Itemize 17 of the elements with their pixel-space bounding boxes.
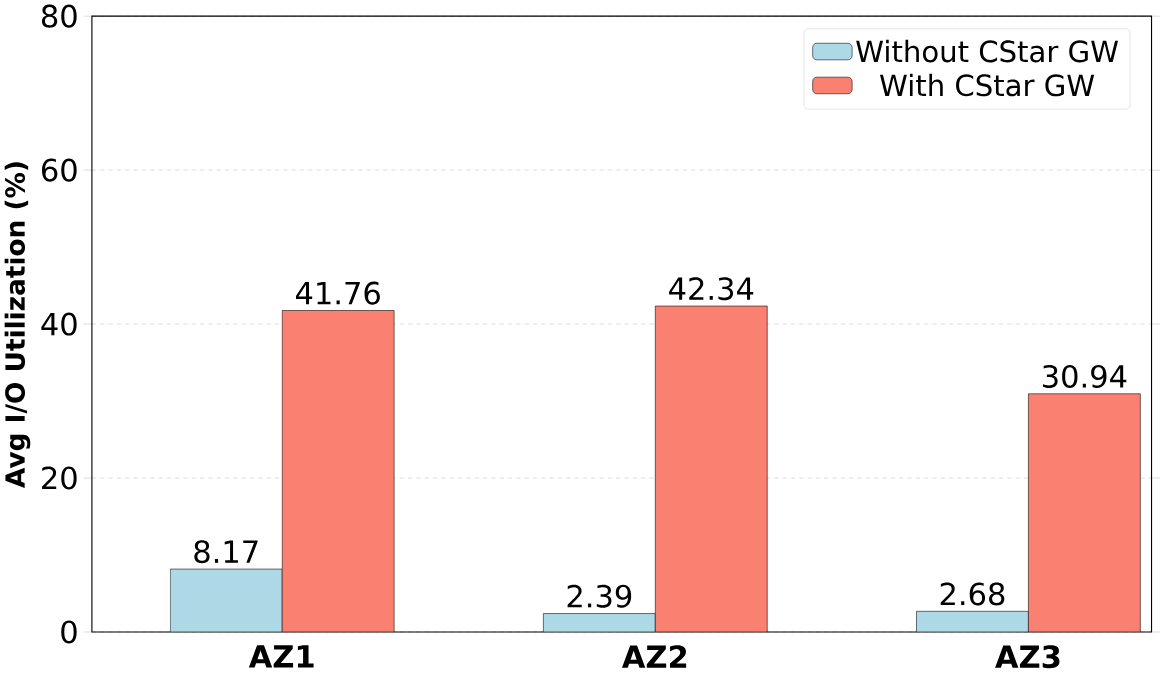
legend-label: Without CStar GW (856, 39, 1119, 63)
legend-label: With CStar GW (879, 73, 1095, 97)
data-label: 2.39 (567, 584, 632, 608)
data-label: 8.17 (194, 540, 258, 564)
y-tick-label: 0 (61, 620, 77, 644)
y-tick-label: 60 (41, 158, 77, 182)
data-label: 42.34 (669, 277, 754, 301)
x-tick-label: AZ2 (621, 645, 687, 668)
y-tick-label: 80 (41, 4, 77, 28)
data-label: 41.76 (295, 281, 380, 305)
y-axis-title: Avg I/O Utilization (%) (4, 162, 31, 489)
data-label: 30.94 (1043, 364, 1127, 389)
y-tick-label: 40 (41, 312, 77, 336)
y-tick-label: 20 (42, 466, 77, 490)
x-tick-label: AZ1 (248, 645, 314, 668)
x-tick-label: AZ3 (995, 645, 1060, 669)
data-label: 2.68 (940, 582, 1005, 606)
